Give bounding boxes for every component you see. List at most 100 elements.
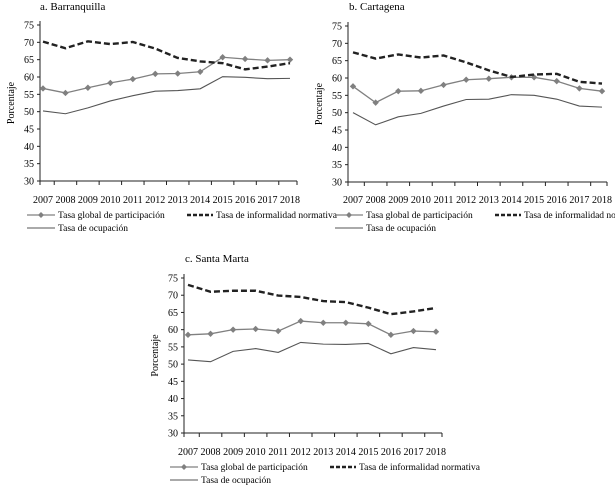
y-tick-label: 55 [332,91,342,102]
y-tick-label: 70 [168,291,178,302]
y-tick-label: 65 [332,56,342,67]
x-tick-label: 2014 [336,447,356,458]
x-tick-label: 2013 [479,195,499,206]
series-line-3 [42,76,291,115]
data-point-marker [219,54,226,61]
y-tick-label: 75 [168,274,178,285]
data-point-marker [462,76,470,83]
x-tick-label: 2008 [201,447,221,458]
x-tick-label: 2012 [291,447,311,458]
data-point-marker [387,331,395,339]
legend-label-1: Tasa global de participación [366,211,473,221]
x-tick-label: 2010 [411,195,431,206]
x-tick-label: 2018 [280,195,300,206]
legend-label-1: Tasa global de participación [58,211,165,221]
data-point-marker [184,331,192,339]
x-tick-label: 2017 [403,447,423,458]
data-point-marker [196,68,204,75]
legend-marker-icon [181,464,187,470]
data-point-marker [107,79,114,87]
data-point-marker [274,327,282,335]
y-tick-label: 65 [24,55,34,66]
x-tick-label: 2016 [235,195,255,206]
x-tick-label: 2012 [456,195,476,206]
x-tick-label: 2012 [145,195,165,206]
y-tick-label: 55 [168,342,178,353]
x-tick-label: 2011 [268,447,288,458]
data-point-marker [62,89,69,97]
y-tick-label: 60 [24,73,34,84]
x-tick-label: 2015 [524,195,544,206]
y-tick-label: 45 [332,126,342,137]
series-line-1 [42,56,291,94]
data-point-marker [598,87,606,95]
data-point-marker [432,328,440,335]
legend-marker-icon [38,212,44,218]
legend-label-2: Tasa de informalidad normativa [216,210,338,221]
data-point-marker [342,319,350,326]
chart-2: b. Cartagena 30 35 40 45 50 55 60 65 70 75 2007 2008… [314,1,615,234]
x-tick-label: 2009 [388,195,408,206]
y-tick-label: 50 [24,107,34,118]
x-tick-label: 2011 [123,195,143,206]
x-tick-label: 2007 [33,195,53,206]
y-tick-label: 75 [332,22,342,33]
x-tick-label: 2010 [246,447,266,458]
x-tick-label: 2015 [213,195,233,206]
y-tick-label: 55 [24,90,34,101]
data-point-marker [485,75,493,82]
data-point-marker [395,87,402,95]
data-point-marker [349,83,357,90]
y-axis-label: Porcentaje [6,81,17,124]
data-point-marker [286,56,294,63]
x-tick-label: 2009 [223,447,243,458]
x-tick-label: 2014 [190,195,210,206]
chart-title: a. Barranquilla [40,1,105,13]
legend-label-3: Tasa de ocupación [58,224,128,234]
x-tick-label: 2010 [100,195,120,206]
y-axis-label: Porcentaje [314,82,325,125]
data-point-marker [372,99,379,106]
chart-title: b. Cartagena [349,1,405,13]
series-line-3 [187,341,437,363]
legend: Tasa global de participación Tasa de info… [335,210,615,234]
x-tick-label: 2008 [55,195,75,206]
legend: Tasa global de participación Tasa de info… [170,462,481,486]
chart-title: c. Santa Marta [185,253,249,265]
x-tick-label: 2007 [343,195,363,206]
y-tick-label: 40 [24,142,34,153]
legend-label-3: Tasa de ocupación [366,224,436,234]
y-tick-label: 40 [332,143,342,154]
data-point-marker [84,84,92,91]
y-tick-label: 65 [168,308,178,319]
x-tick-label: 2018 [426,447,446,458]
x-tick-label: 2009 [78,195,98,206]
data-point-marker [241,55,249,63]
x-tick-label: 2017 [258,195,278,206]
y-axis-label: Porcentaje [150,334,161,377]
data-point-marker [320,319,327,326]
legend-marker-icon [346,212,352,218]
series-line-1 [352,76,603,104]
data-point-marker [152,70,159,78]
series-line-2 [352,51,603,85]
y-tick-label: 70 [332,39,342,50]
legend-label-2: Tasa de informalidad normativa [524,210,615,221]
y-tick-label: 35 [168,411,178,422]
data-point-marker [252,325,259,333]
x-tick-label: 2016 [547,195,567,206]
y-tick-label: 60 [168,325,178,336]
data-point-marker [207,330,214,337]
y-tick-label: 35 [332,160,342,171]
data-point-marker [297,317,304,325]
data-point-marker [129,75,137,83]
x-tick-label: 2013 [168,195,188,206]
x-tick-label: 2007 [178,447,198,458]
y-tick-label: 40 [168,394,178,405]
data-point-marker [553,77,560,85]
x-tick-label: 2017 [569,195,589,206]
x-tick-label: 2016 [381,447,401,458]
